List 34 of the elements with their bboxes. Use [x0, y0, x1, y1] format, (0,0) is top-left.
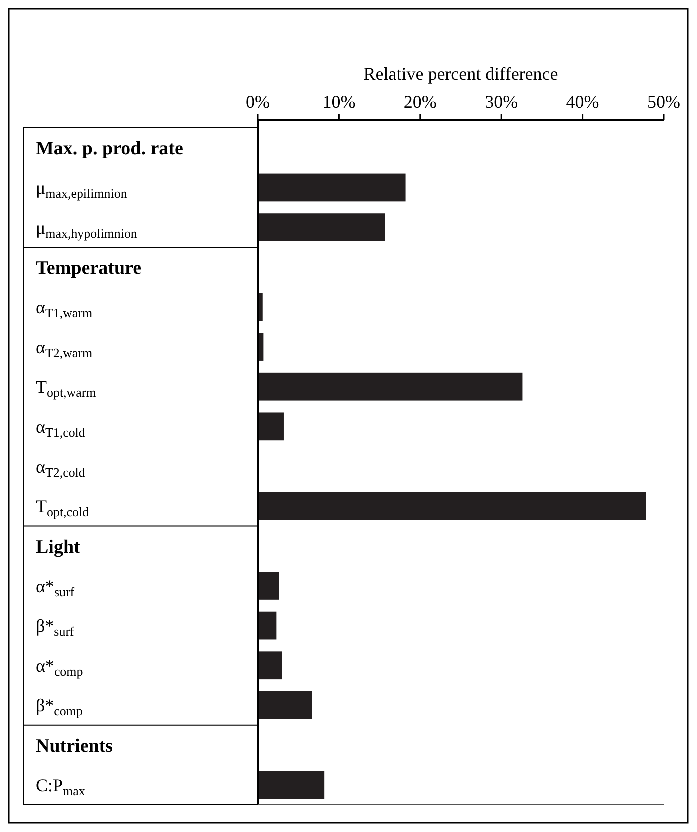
y-tick-label: μ$_{max,epilimnion}$	[36, 178, 128, 201]
bar	[258, 652, 282, 680]
y-tick-label: β*$_{surf}$	[36, 616, 76, 639]
x-tick-label: 20%	[404, 92, 437, 112]
bar	[258, 692, 312, 720]
x-tick-label: 50%	[648, 92, 680, 112]
bar	[258, 492, 646, 520]
y-tick-label: C:P$_{max}$	[36, 775, 86, 798]
y-tick-label: α*$_{surf}$	[36, 576, 76, 600]
x-tick-label: 30%	[485, 92, 518, 112]
bar	[258, 174, 406, 202]
y-tick-label: α$_{T2,warm}$	[36, 337, 93, 360]
bar	[258, 372, 523, 401]
x-axis-title: Relative percent difference	[364, 64, 558, 84]
y-tick-label: Light	[36, 536, 82, 558]
bar	[258, 214, 386, 242]
y-tick-label: β*$_{comp}$	[36, 696, 83, 719]
x-tick-label: 0%	[246, 92, 270, 112]
bar	[258, 572, 280, 600]
y-tick-label: Max. p. prod. rate	[36, 138, 184, 160]
y-tick-label: T$_{opt,warm}$	[36, 377, 96, 400]
bar	[258, 612, 277, 640]
y-tick-label: α$_{T1,cold}$	[36, 416, 86, 440]
y-tick-label: Temperature	[36, 258, 142, 280]
y-tick-label: Nutrients	[36, 736, 114, 757]
y-tick-label: T$_{opt,cold}$	[36, 496, 90, 520]
x-tick-label: 40%	[566, 92, 600, 112]
y-tick-label: α$_{T2,cold}$	[36, 456, 86, 480]
bar	[258, 412, 284, 441]
y-tick-label: μ$_{max,hypolimnion}$	[36, 218, 138, 241]
y-tick-label: α$_{T1,warm}$	[36, 298, 93, 320]
x-tick-label: 10%	[322, 92, 356, 112]
bar	[258, 771, 325, 800]
y-tick-label: α*$_{comp}$	[36, 656, 84, 679]
